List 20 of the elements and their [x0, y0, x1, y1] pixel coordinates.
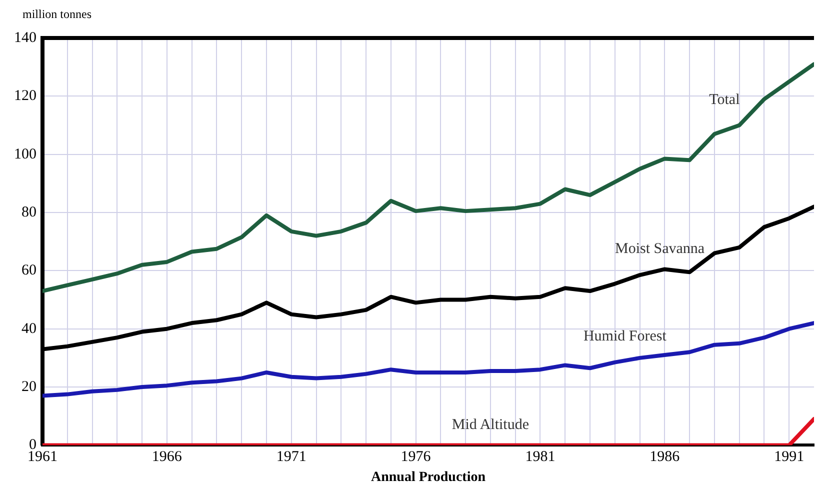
y-tick-label: 60	[22, 262, 36, 279]
y-tick-label: 120	[14, 88, 36, 104]
y-tick-label: 40	[22, 320, 36, 337]
y-tick-label: 100	[14, 146, 36, 162]
series-label: Total	[709, 92, 740, 108]
x-tick-label: 1986	[650, 449, 680, 466]
series-label: Moist Savanna	[615, 241, 705, 258]
x-axis-title: Annual Production	[371, 470, 486, 486]
x-tick-label: 1981	[525, 449, 556, 466]
x-tick-label: 1966	[152, 449, 182, 466]
series-label: Humid Forest	[583, 328, 668, 344]
x-tick-label: 1961	[28, 449, 58, 466]
y-tick-label: 20	[22, 378, 36, 395]
x-tick-label: 1991	[774, 449, 804, 466]
x-tick-label: 1971	[276, 449, 306, 466]
y-axis-title: million tonnes	[22, 7, 92, 21]
y-tick-label: 80	[22, 204, 36, 220]
x-tick-label: 1976	[400, 449, 432, 466]
series-label: Mid Altitude	[452, 417, 530, 434]
y-tick-label: 140	[14, 30, 36, 46]
